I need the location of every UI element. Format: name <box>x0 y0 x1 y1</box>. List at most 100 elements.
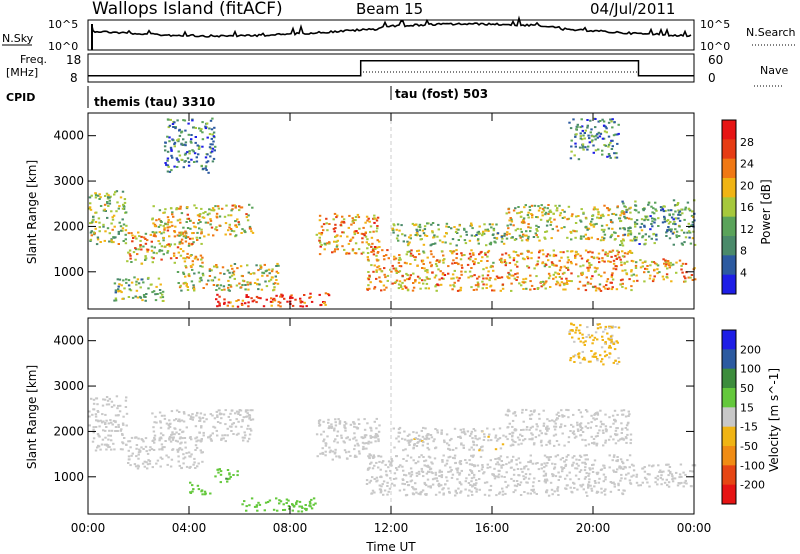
velocity-cell <box>345 451 348 454</box>
power-cell <box>584 237 588 240</box>
power-cell <box>178 154 182 157</box>
power-cell <box>586 282 589 285</box>
power-cell <box>248 203 251 206</box>
power-cell <box>180 142 183 145</box>
velocity-cell <box>617 439 620 442</box>
power-cell <box>447 272 450 275</box>
velocity-cell <box>561 470 564 473</box>
power-cell <box>206 221 210 224</box>
velocity-cell <box>331 450 334 453</box>
velocity-cell <box>406 434 410 437</box>
power-cell <box>271 276 274 279</box>
power-cell <box>299 301 303 304</box>
power-cell <box>645 268 649 271</box>
velocity-cell <box>195 446 199 449</box>
velocity-cell <box>145 450 148 453</box>
velocity-cell <box>537 480 541 482</box>
velocity-cell <box>514 414 517 417</box>
power-cell <box>589 131 592 134</box>
power-cell <box>440 250 444 253</box>
velocity-cell <box>585 336 588 338</box>
power-cell <box>128 253 132 256</box>
power-cell <box>504 252 508 255</box>
power-cell <box>255 301 258 304</box>
power-cell <box>469 275 472 278</box>
velocity-cell <box>603 467 606 469</box>
velocity-cell <box>438 491 441 494</box>
power-cell <box>536 229 539 232</box>
power-cell <box>167 219 170 221</box>
power-cell <box>207 171 210 174</box>
power-cell <box>516 265 519 268</box>
power-cell <box>201 138 205 141</box>
colorbar-segment <box>722 349 736 370</box>
velocity-cell <box>660 471 663 474</box>
velocity-cell <box>626 428 629 431</box>
power-cell <box>217 207 221 210</box>
velocity-cell <box>88 415 91 418</box>
power-cell <box>447 265 450 268</box>
power-cell <box>417 225 420 228</box>
velocity-cell <box>625 437 628 440</box>
power-cell <box>526 265 529 268</box>
power-cell <box>327 294 331 297</box>
velocity-cell <box>501 490 505 493</box>
power-cell <box>375 254 378 257</box>
velocity-cell <box>209 438 213 441</box>
power-cell <box>380 270 383 273</box>
velocity-cell <box>581 350 584 353</box>
power-cell <box>649 264 652 267</box>
velocity-cell <box>123 437 126 439</box>
velocity-cell <box>344 429 347 432</box>
power-cell <box>197 145 201 148</box>
power-cell <box>514 273 517 276</box>
power-cell <box>168 124 172 127</box>
velocity-cell <box>108 446 111 448</box>
velocity-cell <box>203 413 206 416</box>
velocity-cell <box>263 509 266 512</box>
power-cell <box>405 253 408 256</box>
velocity-cell <box>433 457 437 460</box>
velocity-cell <box>159 421 162 424</box>
power-cell <box>586 281 590 284</box>
velocity-cell <box>403 488 406 491</box>
velocity-cell <box>338 420 342 423</box>
power-cell <box>419 226 422 229</box>
power-cell <box>215 265 218 268</box>
velocity-cell <box>191 418 194 421</box>
velocity-cell <box>599 409 602 412</box>
power-cell <box>577 275 580 278</box>
velocity-cell <box>625 473 628 476</box>
power-cell <box>630 289 633 292</box>
velocity-cell <box>580 415 584 418</box>
power-cell <box>672 199 676 202</box>
power-cell <box>477 238 480 241</box>
velocity-cell <box>160 414 164 417</box>
velocity-cell <box>151 466 154 469</box>
power-cell <box>195 156 198 159</box>
power-cell <box>663 220 667 223</box>
velocity-cell <box>169 440 173 443</box>
power-cell <box>470 275 474 278</box>
velocity-cell <box>671 475 674 478</box>
power-cell <box>603 237 606 240</box>
velocity-cell <box>370 461 373 464</box>
power-cell <box>419 234 422 237</box>
power-cell <box>194 127 197 129</box>
power-cell <box>117 288 120 291</box>
power-cell <box>484 229 487 232</box>
power-cell <box>162 224 165 227</box>
power-cell <box>687 230 691 233</box>
power-cell <box>580 220 583 223</box>
power-cell <box>425 276 428 279</box>
power-cell <box>202 212 205 215</box>
power-cell <box>383 258 386 261</box>
power-cell <box>170 148 173 151</box>
velocity-cell <box>516 436 520 439</box>
velocity-cell <box>474 487 477 490</box>
power-cell <box>667 209 670 212</box>
velocity-cell <box>127 462 130 464</box>
velocity-cell <box>584 463 587 466</box>
velocity-cell <box>659 469 662 472</box>
power-cell <box>406 250 409 253</box>
